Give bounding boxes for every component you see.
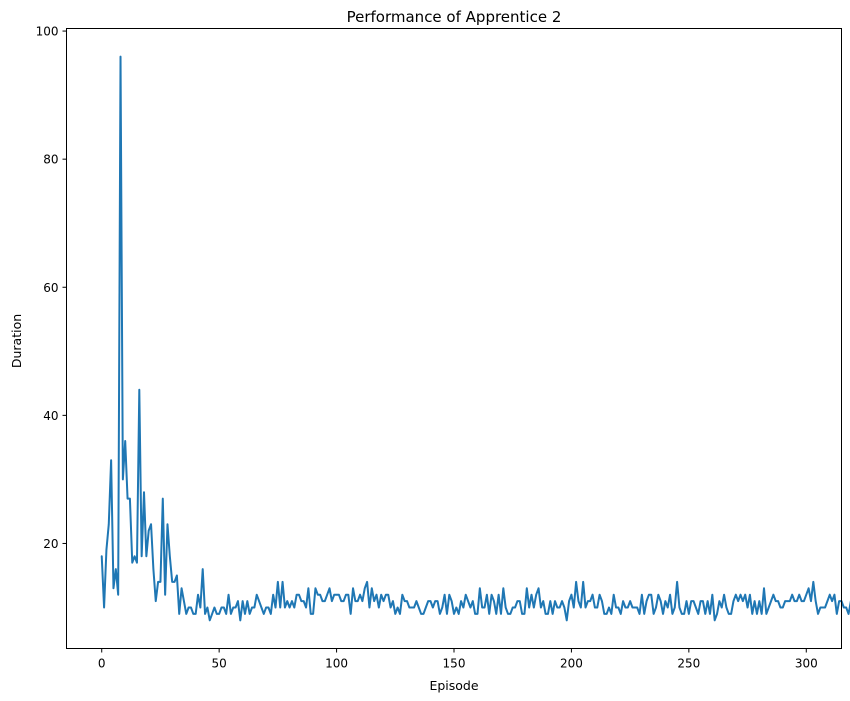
x-tick-label: 50: [212, 657, 227, 671]
x-tick-label: 300: [795, 657, 818, 671]
x-tick-label: 150: [443, 657, 466, 671]
x-axis-ticks: 0 50 100 150 200 250 300: [98, 648, 818, 671]
series-line-0: [100, 55, 850, 622]
y-tick-label: 40: [43, 409, 58, 423]
x-tick-label: 200: [560, 657, 583, 671]
y-tick-label: 100: [36, 25, 59, 39]
x-tick-label: 100: [325, 657, 348, 671]
y-axis-ticks: 20 40 60 80 100: [36, 25, 67, 551]
plot-area: [100, 55, 850, 622]
x-axis-label: Episode: [429, 678, 478, 693]
y-tick-label: 20: [43, 537, 58, 551]
y-tick-label: 80: [43, 153, 58, 167]
y-tick-label: 60: [43, 281, 58, 295]
chart-title: Performance of Apprentice 2: [347, 8, 562, 26]
x-tick-label: 0: [98, 657, 106, 671]
y-axis-label: Duration: [9, 314, 24, 368]
x-tick-label: 250: [677, 657, 700, 671]
axes-frame: [66, 28, 842, 649]
